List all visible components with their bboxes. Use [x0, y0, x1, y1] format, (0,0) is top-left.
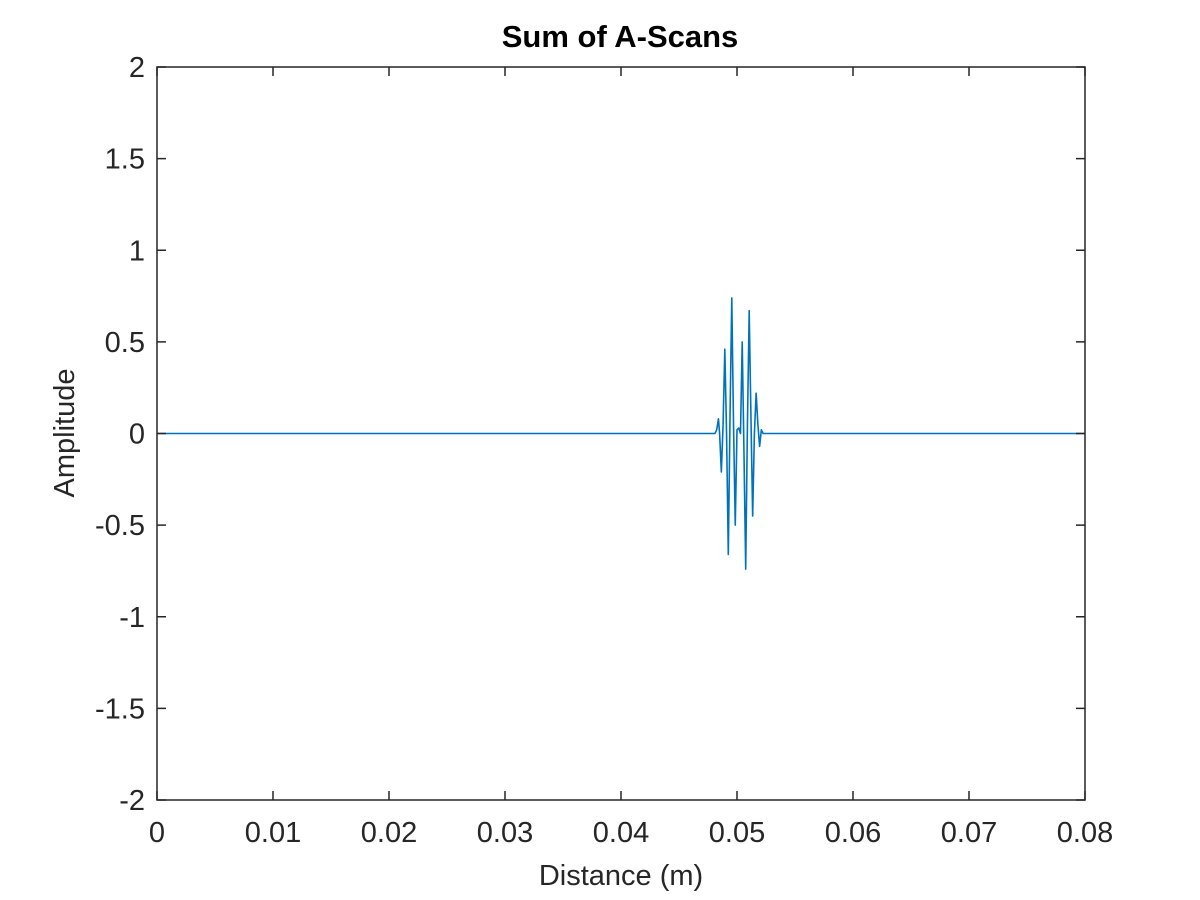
y-tick-label: 0 [129, 419, 145, 451]
x-tick-label: 0.08 [1057, 817, 1113, 849]
x-tick-label: 0 [149, 817, 165, 849]
tick-layer: 0 0.01 0.02 0.03 0.04 0.05 0.06 0.07 0.08 -2 -1.5 -… [95, 52, 1113, 849]
y-tick-label: -1 [119, 602, 145, 634]
y-tick-label: 2 [129, 52, 145, 84]
chart-title: Sum of A-Scans [502, 19, 739, 54]
y-tick-label: -1.5 [95, 693, 145, 725]
y-tick-label: 1 [129, 235, 145, 267]
y-tick-label: -0.5 [95, 510, 145, 542]
y-tick-label: -2 [119, 785, 145, 817]
y-tick-label: 0.5 [105, 327, 145, 359]
x-tick-label: 0.06 [825, 817, 881, 849]
x-tick-label: 0.03 [477, 817, 533, 849]
x-tick-label: 0.05 [709, 817, 765, 849]
x-tick-label: 0.07 [941, 817, 997, 849]
y-tick-label: 1.5 [105, 144, 145, 176]
x-tick-label: 0.01 [245, 817, 301, 849]
x-tick-label: 0.02 [361, 817, 417, 849]
x-axis-label: Distance (m) [539, 860, 703, 892]
plot-area [157, 297, 1085, 570]
x-tick-label: 0.04 [593, 817, 649, 849]
series-line [157, 297, 1085, 570]
y-axis-label: Amplitude [49, 369, 81, 498]
